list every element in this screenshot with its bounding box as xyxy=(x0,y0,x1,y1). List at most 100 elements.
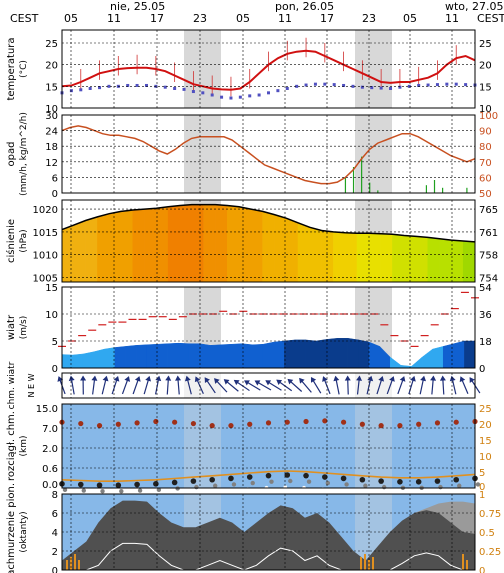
mid-cloud-dot xyxy=(209,476,215,483)
wind-arrow xyxy=(175,375,182,395)
pressure-panel: 1020 1015 1010 1005 765 761 758 754 ciśnienie (hP… xyxy=(5,199,498,284)
tick-label-left: 0 xyxy=(52,566,58,573)
tick-label-right: 80 xyxy=(479,142,492,153)
high-cloud-dot xyxy=(265,420,272,426)
hour-label: 11 xyxy=(107,12,121,25)
wind-arrow xyxy=(356,375,363,395)
wind-fill xyxy=(464,340,476,369)
tick-label-right: 1 xyxy=(479,490,485,501)
dewpoint-point xyxy=(257,93,261,97)
tick-label-left: 6 xyxy=(52,509,58,520)
high-cloud-dot xyxy=(134,420,140,426)
tick-label-right: 50 xyxy=(479,189,492,200)
high-cloud-dot xyxy=(340,419,347,425)
wind-arrow xyxy=(101,375,109,395)
dewpoint-point xyxy=(88,87,92,90)
tick-label-right: 25 xyxy=(479,404,492,415)
pressure-fill xyxy=(415,236,429,283)
mid-cloud-dot xyxy=(265,472,272,479)
axis-label: zachmurzenie pion. xyxy=(6,483,17,573)
freezing-level-line xyxy=(61,470,476,482)
high-cloud-dot xyxy=(247,421,253,427)
dewpoint-point xyxy=(445,82,449,86)
tick-label-right: 10 xyxy=(479,452,492,463)
pressure-fill xyxy=(250,208,263,283)
wind-fill xyxy=(315,339,327,369)
pressure-fill xyxy=(392,233,405,283)
pressure-fill xyxy=(344,232,358,283)
panel-background xyxy=(62,373,475,398)
pressure-fill xyxy=(427,237,440,283)
tick-label-left: 30 xyxy=(45,111,58,122)
wind-arrow xyxy=(80,375,87,395)
low-cloud-dot xyxy=(62,487,68,493)
low-cloud-dot xyxy=(475,482,481,487)
wind-arrow-head xyxy=(322,376,328,382)
dewpoint-point xyxy=(295,84,299,88)
day-label-2: pon, 26.05 xyxy=(275,0,334,13)
panel-border xyxy=(61,372,476,399)
wind-arrow xyxy=(254,380,272,391)
pressure-fill xyxy=(73,220,86,283)
tick-label-right: 100 xyxy=(479,111,498,122)
tick-label-right: 0.25 xyxy=(479,547,501,558)
wind-arrow-head xyxy=(356,375,363,381)
wind-arrow xyxy=(184,375,192,395)
fog-dot xyxy=(208,489,212,494)
wind-arrow-head xyxy=(244,380,250,386)
wind-arrow-head xyxy=(124,376,131,382)
wind-arrow-head xyxy=(378,375,385,382)
mid-cloud-dot xyxy=(397,479,403,485)
hour-label: 17 xyxy=(320,12,334,25)
pressure-fill xyxy=(333,231,346,283)
tick-label-right: 5 xyxy=(479,468,485,479)
wind-arrow-head xyxy=(459,376,466,383)
tick-label-left: 1020 xyxy=(33,205,58,216)
high-cloud-dot xyxy=(453,419,459,425)
fog-dot xyxy=(339,488,344,493)
high-cloud-dot xyxy=(190,420,197,427)
wind-arrow-head xyxy=(310,376,317,383)
dewpoint-point xyxy=(454,82,458,86)
fog-dot xyxy=(227,488,231,493)
wind-direction-panel: chm. wiatr N E W xyxy=(7,361,481,409)
wind-fill xyxy=(262,341,275,369)
wind-arrow xyxy=(419,375,427,395)
pressure-fill xyxy=(274,214,287,283)
wind-arrow-head xyxy=(155,375,162,382)
tick-label-right: 761 xyxy=(479,228,498,239)
low-cloud-dot xyxy=(100,489,105,494)
tick-label-right: 0 xyxy=(479,482,485,493)
convective-bar xyxy=(466,560,468,570)
wind-arrow xyxy=(439,375,446,395)
wind-arrow xyxy=(265,380,282,391)
wind-panel: 15 10 5 0 54 36 18 0 wiatr (m/s) xyxy=(6,283,492,375)
wind-fill xyxy=(453,340,465,369)
wind-fill xyxy=(93,348,105,369)
dewpoint-point xyxy=(144,83,148,87)
high-cloud-dot xyxy=(115,421,121,427)
dewpoint-point xyxy=(163,85,167,89)
hour-label: 05 xyxy=(236,12,250,25)
convective-bar xyxy=(66,560,68,570)
wind-arrow xyxy=(397,376,406,395)
wind-fill xyxy=(220,343,232,369)
wind-arrow xyxy=(111,375,120,395)
tick-label-left: 15 xyxy=(45,82,58,93)
pressure-fill xyxy=(356,233,370,283)
header: CEST CEST nie, 25.05 pon, 26.05 wto, 27.… xyxy=(10,0,504,25)
wind-fill xyxy=(125,345,137,369)
wind-arrow xyxy=(449,375,457,395)
wind-fill xyxy=(231,343,243,369)
wind-arrow-head xyxy=(367,375,374,382)
tick-label-left: 2.0 xyxy=(42,444,58,455)
tick-label-right: 15 xyxy=(479,436,492,447)
hour-labels: 05 11 17 23 05 11 17 23 05 11 xyxy=(64,12,459,25)
pressure-fill xyxy=(462,240,476,283)
wind-arrow-head xyxy=(344,375,351,381)
mid-cloud-dot xyxy=(284,472,291,478)
tick-label-left: 7.0 xyxy=(42,424,58,435)
wind-arrow-head xyxy=(430,375,437,381)
dewpoint-point xyxy=(313,82,317,86)
